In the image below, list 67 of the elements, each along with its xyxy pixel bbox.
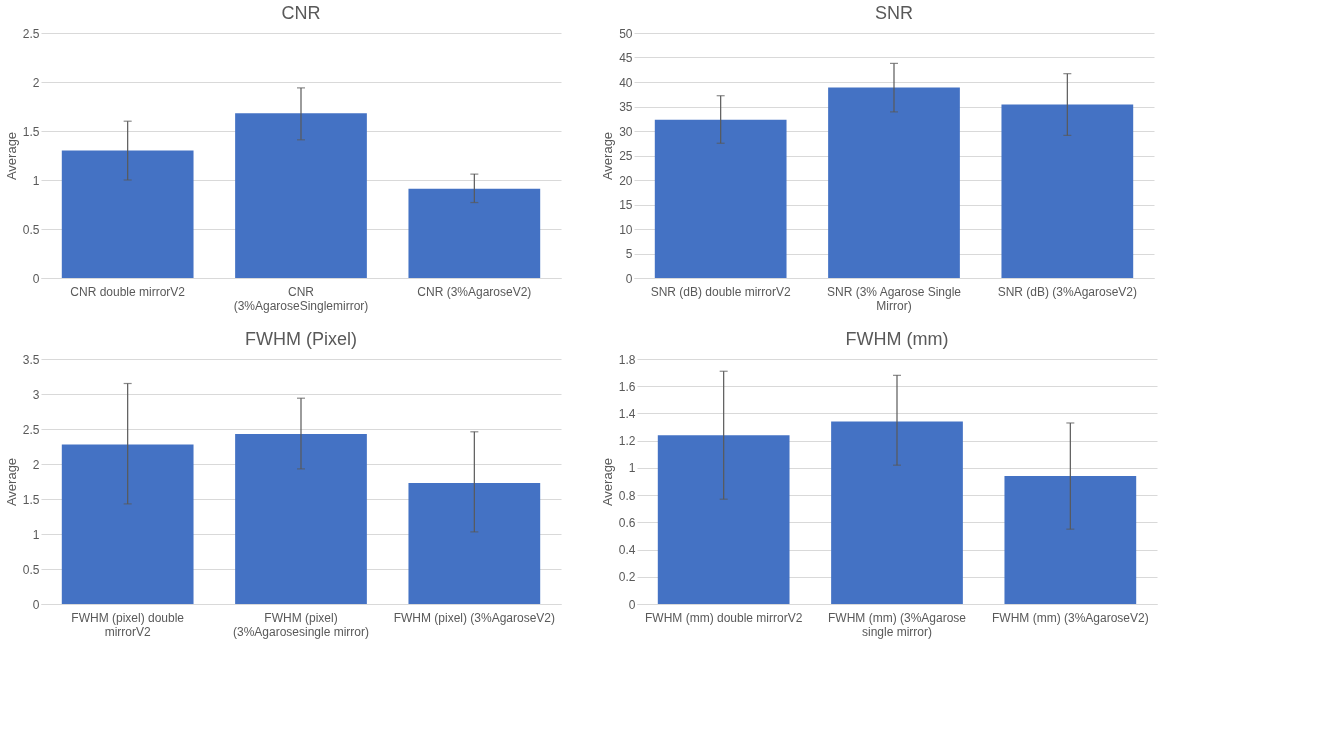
x-tick-label: SNR (dB) (3%AgaroseV2) — [997, 284, 1138, 299]
y-axis-title: Average — [3, 131, 19, 181]
bar — [828, 87, 960, 278]
y-tick-label: 25 — [619, 149, 633, 163]
y-tick-label: 0 — [628, 597, 636, 612]
bar — [831, 421, 963, 604]
chart-title: SNR — [874, 3, 914, 23]
x-tick-label: FWHM (mm) (3%Agarose single mirror) — [827, 610, 967, 639]
y-tick-label: 30 — [619, 124, 633, 139]
y-tick-label: 0.4 — [618, 543, 636, 558]
y-tick-label: 3 — [32, 387, 40, 402]
y-tick-label: 40 — [619, 75, 633, 90]
x-tick-label: FWHM (pixel) (3%Agarosesingle mirror) — [232, 610, 370, 639]
x-tick-label: CNR (3%AgaroseSinglemirror) — [233, 284, 369, 313]
bar — [235, 433, 367, 604]
bar — [408, 482, 541, 604]
y-tick-label: 0.5 — [22, 222, 40, 237]
x-tick-label: CNR double mirrorV2 — [70, 284, 186, 299]
y-tick-label: 35 — [619, 100, 633, 114]
y-tick-label: 2.5 — [22, 26, 40, 41]
bar — [657, 435, 790, 604]
y-tick-label: 1.5 — [22, 492, 40, 507]
y-axis-title: Average — [3, 457, 19, 507]
chart-title: CNR — [281, 3, 321, 23]
y-tick-label: 0.2 — [618, 570, 636, 585]
y-tick-label: 1.8 — [618, 352, 636, 367]
y-tick-label: 45 — [619, 51, 633, 65]
bar — [235, 113, 367, 278]
chart-title: FWHM (Pixel) — [245, 329, 357, 349]
y-tick-label: 5 — [625, 247, 633, 261]
y-tick-label: 2 — [32, 75, 40, 90]
y-tick-label: 0 — [32, 597, 40, 612]
y-tick-label: 20 — [619, 173, 633, 188]
chart-title: FWHM (mm) — [845, 329, 949, 349]
x-tick-label: FWHM (pixel) (3%AgaroseV2) — [393, 610, 556, 625]
y-axis-title: Average — [600, 131, 616, 181]
bar — [1004, 476, 1137, 604]
x-tick-label: FWHM (pixel) double mirrorV2 — [71, 610, 185, 639]
y-tick-label: 1.4 — [618, 406, 636, 421]
y-tick-label: 10 — [619, 222, 633, 237]
y-tick-label: 0.8 — [618, 488, 636, 503]
y-tick-label: 3.5 — [22, 352, 40, 367]
y-tick-label: 1 — [32, 173, 40, 188]
bar — [61, 150, 194, 278]
y-tick-label: 1.2 — [618, 434, 636, 449]
y-axis-title: Average — [599, 457, 615, 507]
y-tick-label: 0.5 — [22, 562, 40, 577]
bar — [1001, 104, 1134, 278]
y-tick-label: 0 — [32, 271, 40, 286]
y-tick-label: 1 — [628, 461, 636, 476]
bar — [61, 444, 194, 604]
y-tick-label: 1 — [32, 527, 40, 542]
x-tick-label: FWHM (mm) double mirrorV2 — [644, 610, 803, 625]
y-tick-label: 15 — [619, 198, 633, 212]
x-tick-label: FWHM (mm) (3%AgaroseV2) — [991, 610, 1149, 625]
x-tick-label: SNR (3% Agarose Single Mirror) — [826, 284, 962, 313]
y-tick-label: 1.6 — [618, 379, 636, 394]
y-tick-label: 0 — [625, 271, 633, 286]
y-tick-label: 1.5 — [22, 124, 40, 139]
bar — [408, 188, 541, 278]
bar — [654, 119, 787, 278]
y-tick-label: 0.6 — [618, 515, 636, 530]
y-tick-label: 50 — [619, 26, 633, 41]
y-tick-label: 2 — [32, 457, 40, 472]
y-tick-label: 2.5 — [22, 422, 40, 437]
x-tick-label: CNR (3%AgaroseV2) — [417, 284, 532, 299]
x-tick-label: SNR (dB) double mirrorV2 — [650, 284, 792, 299]
